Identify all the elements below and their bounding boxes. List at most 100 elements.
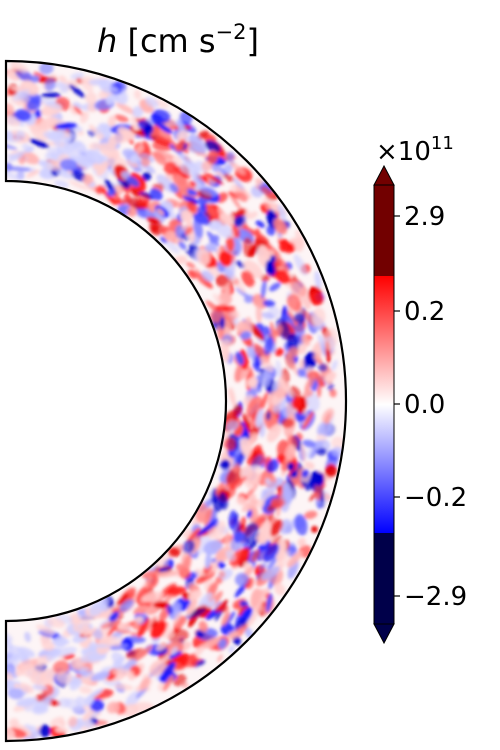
positive-blob [176,130,189,143]
positive-blob [300,443,306,463]
negative-blob [306,392,320,412]
negative-blob [28,725,37,734]
positive-blob [314,371,325,388]
negative-blob [220,459,231,470]
negative-blob [15,69,34,82]
positive-blob [39,116,58,131]
negative-blob [6,169,21,181]
positive-blob [301,334,311,346]
positive-blob [270,519,283,537]
negative-blob [26,98,41,111]
positive-blob [293,237,304,252]
positive-blob [227,631,239,639]
positive-blob [230,274,246,294]
negative-blob [40,98,63,110]
negative-blob [59,83,69,93]
positive-blob [231,225,241,239]
negative-blob [132,106,144,118]
positive-blob [30,670,46,684]
negative-blob [306,447,314,459]
positive-blob [228,387,236,405]
positive-blob [218,250,232,267]
negative-blob [262,299,276,308]
positive-blob [260,274,270,282]
positive-blob [274,348,284,357]
negative-blob [287,559,299,579]
positive-blob [291,396,302,410]
colorbar-tick-label: 0.0 [404,390,445,420]
negative-blob [262,543,280,563]
positive-blob [324,464,337,478]
negative-blob [302,439,316,448]
negative-blob [197,204,207,216]
positive-blob [10,64,27,74]
negative-blob [252,362,261,373]
negative-blob [59,158,78,171]
positive-blob [132,125,140,131]
positive-blob [189,653,198,668]
negative-blob [327,383,335,391]
positive-blob [106,701,119,714]
positive-blob [276,485,283,492]
title-exponent: −2 [216,20,247,44]
positive-blob [279,240,288,252]
negative-blob [255,220,265,228]
negative-blob [142,124,154,136]
field-pattern [6,61,345,741]
positive-blob [304,461,315,470]
negative-blob [12,89,31,102]
negative-blob [205,140,221,153]
positive-blob [167,586,187,596]
negative-blob [185,607,207,619]
negative-blob [7,166,31,172]
positive-blob [216,274,228,287]
negative-blob [269,282,281,292]
chart-title: h [cm s−2] [97,20,259,60]
positive-blob [218,570,226,578]
positive-blob [67,716,78,728]
negative-blob [160,661,176,682]
positive-blob [213,520,226,541]
negative-blob [264,480,276,501]
negative-blob [245,538,259,553]
negative-blob [149,188,163,201]
positive-blob [142,140,151,153]
positive-blob [287,347,299,358]
negative-blob [141,171,152,181]
positive-blob [162,674,174,692]
positive-blob [83,627,97,637]
positive-blob [218,603,228,612]
negative-blob [157,123,173,134]
positive-blob [115,102,136,115]
positive-blob [247,211,258,220]
positive-blob [164,230,175,242]
positive-blob [203,171,224,185]
negative-blob [126,176,140,187]
negative-blob [260,279,267,300]
positive-blob [229,476,247,490]
positive-blob [276,324,283,335]
positive-blob [195,268,204,284]
negative-blob [228,645,235,653]
positive-blob [127,206,138,217]
positive-blob [101,641,122,647]
positive-blob [236,191,248,202]
negative-blob [166,604,174,615]
negative-blob [240,331,252,340]
positive-blob [248,322,264,341]
colorbar-tick-label: −2.9 [404,582,467,612]
negative-blob [145,96,159,108]
positive-blob [6,727,15,741]
negative-blob [29,138,50,148]
positive-blob [274,269,291,284]
negative-blob [164,239,180,254]
colorbar-bottom-band [374,533,394,624]
negative-blob [87,130,96,137]
negative-blob [320,423,334,437]
negative-blob [86,149,105,165]
negative-blob [68,84,86,98]
negative-blob [317,363,328,372]
negative-blob [129,154,139,164]
negative-blob [54,636,68,648]
negative-blob [96,81,119,93]
